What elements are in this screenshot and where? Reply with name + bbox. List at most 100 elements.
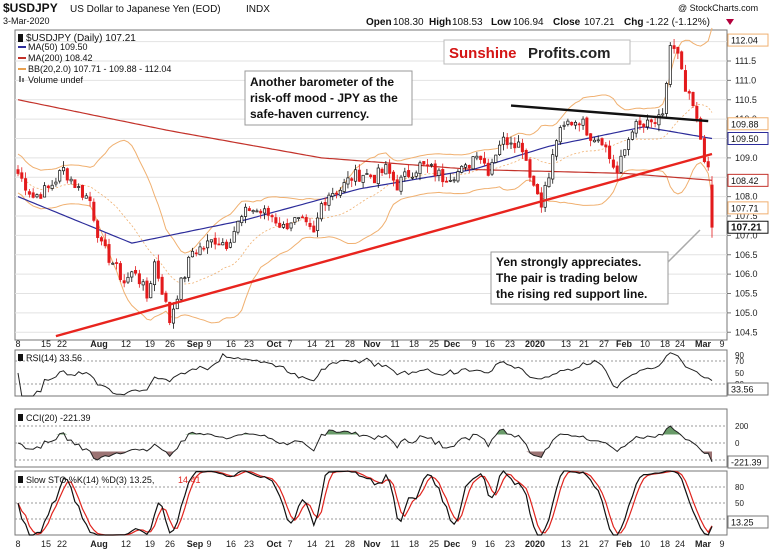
x-axis-bottom-label: 22	[57, 539, 67, 549]
candle-body	[399, 176, 403, 192]
candle-body	[304, 217, 308, 223]
down-arrow-icon	[726, 19, 734, 25]
indicator-tick-label: 50	[735, 369, 744, 378]
x-axis-bottom-label: 12	[121, 539, 131, 549]
candle-body	[437, 169, 441, 176]
candle-body	[395, 179, 399, 191]
candle-body	[361, 174, 365, 183]
candle-body	[573, 121, 577, 126]
candle-body	[194, 252, 198, 255]
support-trendline	[55, 152, 713, 338]
candle-body	[323, 202, 327, 206]
price-tick-label: 107.5	[735, 211, 758, 221]
indicator-tick-label: 200	[735, 422, 749, 431]
candle-body	[16, 169, 20, 174]
cci-label: CCI(20) -221.39	[26, 413, 91, 423]
candle-body	[482, 158, 486, 164]
price-tag-label: 109.50	[731, 134, 759, 144]
candle-body	[65, 168, 69, 181]
candle-body	[270, 215, 274, 218]
x-axis-label: Nov	[363, 339, 380, 349]
candle-body	[536, 184, 540, 195]
candle-body	[422, 161, 426, 165]
candle-body	[505, 137, 509, 146]
candle-body	[331, 193, 335, 197]
candle-body	[190, 250, 194, 258]
x-axis-main: 8 15 22 Aug 12 19 26 Sep 9 16 23 Oct 7 14 21 28 Nov 11 18 2…	[15, 339, 724, 349]
rsi-swatch	[18, 354, 23, 361]
x-axis-label: 7	[287, 339, 292, 349]
price-tick-label: 104.5	[735, 327, 758, 337]
annotation-pointer	[667, 229, 701, 263]
candle-body	[498, 144, 502, 155]
candle-body	[403, 171, 407, 177]
candle-body	[566, 120, 570, 125]
indicator-tag-box	[727, 455, 769, 469]
legend: $USDJPY (Daily) 107.21 MA(50) 109.50 MA(…	[18, 33, 171, 85]
x-axis-bottom-label: 11	[390, 539, 399, 549]
candle-body	[604, 144, 608, 148]
candle-body	[570, 121, 574, 126]
x-axis-label: 15	[41, 339, 51, 349]
candle-body	[350, 178, 354, 181]
x-axis-bottom-label: Aug	[90, 539, 108, 549]
candle-body	[99, 237, 103, 242]
candle-body	[687, 91, 691, 94]
candle-body	[463, 164, 468, 168]
annotation-top-line1: Another barometer of the	[250, 75, 394, 89]
ma200-line	[17, 99, 713, 181]
candle-body	[145, 280, 149, 299]
candle-body	[225, 241, 229, 250]
open-label: Open	[366, 17, 392, 28]
x-axis-bottom-label: 16	[485, 539, 495, 549]
x-axis-label: 21	[579, 339, 589, 349]
x-axis-label: 9	[719, 339, 724, 349]
candle-body	[691, 91, 695, 107]
x-axis-label: 28	[345, 339, 355, 349]
rsi-axis: 907050301033.56	[727, 351, 769, 397]
x-axis-bottom: 8 15 22 Aug 12 19 26 Sep 9 16 23 Oct 7 14 21 28 Nov 11 18 2…	[15, 539, 724, 549]
candle-body	[342, 182, 346, 192]
price-tick-label: 111.0	[735, 75, 756, 85]
price-tag-label: 107.71	[731, 203, 759, 213]
x-axis-label: 18	[409, 339, 419, 349]
annotation-top-line3: safe-haven currency.	[250, 107, 369, 121]
legend-swatch-volume-2	[22, 78, 24, 82]
trendlines	[55, 104, 713, 338]
x-axis-label: 23	[244, 339, 254, 349]
candle-body	[710, 184, 714, 228]
sto-axis: 80502013.25	[727, 483, 769, 529]
candle-body	[664, 83, 669, 114]
rsi-frame	[14, 349, 728, 397]
candle-body	[153, 261, 157, 286]
candle-body	[259, 210, 263, 214]
cci-line	[17, 425, 713, 463]
candle-body	[96, 220, 100, 238]
legend-ma50: MA(50) 109.50	[28, 42, 88, 52]
candle-body	[456, 171, 460, 182]
x-axis-label: 22	[57, 339, 67, 349]
candle-body	[649, 119, 653, 123]
candle-body	[27, 191, 31, 195]
instrument-name: US Dollar to Japanese Yen (EOD)	[70, 4, 221, 15]
candle-body	[407, 170, 411, 177]
cci-fill-negative	[18, 451, 712, 462]
candle-body	[300, 216, 304, 219]
rsi-label: RSI(14) 33.56	[26, 353, 82, 363]
candle-body	[312, 225, 316, 233]
candle-body	[137, 273, 141, 285]
annotation-bottom: Yen strongly appreciates. The pair is tr…	[490, 229, 701, 305]
candle-body	[471, 156, 475, 170]
moving-averages	[17, 99, 713, 244]
x-axis-bottom-label: Oct	[266, 539, 281, 549]
candle-body	[547, 177, 551, 188]
price-tag-label: 112.04	[731, 36, 758, 46]
candle-body	[600, 138, 604, 146]
x-axis-label: 21	[325, 339, 335, 349]
candle-body	[58, 170, 62, 182]
price-tick-label: 106.0	[735, 269, 758, 279]
candle-body	[346, 177, 350, 185]
candle-body	[156, 260, 160, 279]
price-axis: 112.0111.5111.0110.5110.0109.5109.0108.5…	[727, 37, 758, 337]
candle-body	[558, 127, 562, 143]
